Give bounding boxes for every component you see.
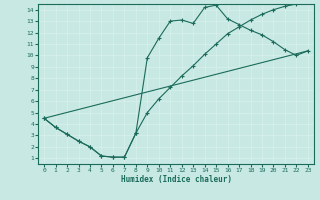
X-axis label: Humidex (Indice chaleur): Humidex (Indice chaleur): [121, 175, 231, 184]
